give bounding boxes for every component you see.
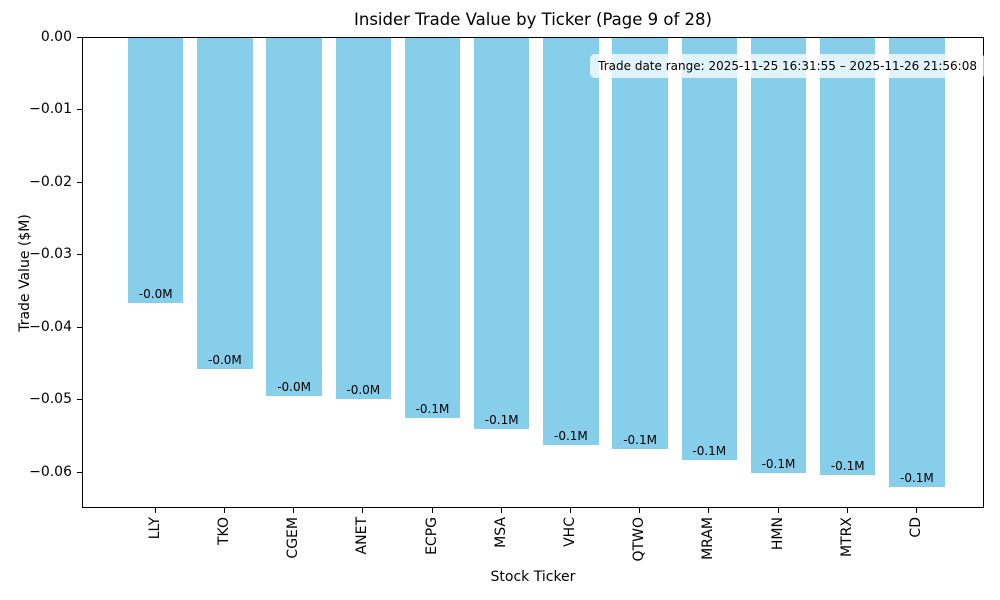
y-axis-tick-mark bbox=[77, 471, 82, 473]
x-axis-tick-mark bbox=[154, 508, 156, 513]
bar: -0.1M bbox=[404, 38, 461, 419]
y-axis-tick-label: −0.01 bbox=[29, 101, 72, 118]
x-axis-tick-mark bbox=[431, 508, 433, 513]
x-axis-tick-mark bbox=[708, 508, 710, 513]
x-axis-tick-label: MTRX bbox=[838, 517, 855, 557]
x-axis-tick-mark bbox=[915, 508, 917, 513]
bar-value-label: -0.1M bbox=[623, 432, 657, 447]
bar-value-label: -0.1M bbox=[692, 444, 727, 459]
x-axis-tick-label: ECPG bbox=[423, 517, 440, 555]
bar-value-label: -0.1M bbox=[761, 457, 796, 472]
x-axis-tick-label: CGEM bbox=[285, 517, 302, 559]
x-axis-tick-mark bbox=[500, 508, 502, 513]
x-axis-tick-label: LLY bbox=[146, 517, 163, 540]
bar-value-label: -0.0M bbox=[346, 382, 381, 397]
bar: -0.1M bbox=[820, 38, 876, 475]
bar-value-label: -0.1M bbox=[830, 458, 865, 473]
x-axis-tick-mark bbox=[777, 508, 779, 513]
y-axis-tick-mark bbox=[77, 37, 82, 38]
y-axis-tick-label: 0.00 bbox=[40, 29, 72, 45]
bar-value-label: -0.1M bbox=[553, 429, 588, 444]
x-axis-tick-mark bbox=[639, 508, 641, 513]
trade-date-range-annotation: Trade date range: 2025-11-25 16:31:55 – … bbox=[590, 54, 985, 78]
plot-area: -0.0M -0.0M -0.0M -0.0M -0.1M -0.1M -0.1M -0.1M… bbox=[82, 37, 984, 508]
bar: -0.1M bbox=[750, 38, 807, 474]
x-axis-tick-mark bbox=[223, 508, 225, 513]
x-axis-tick-mark bbox=[846, 508, 848, 513]
y-axis-tick-label: −0.03 bbox=[29, 246, 72, 263]
bar: -0.0M bbox=[128, 38, 184, 304]
bar-value-label: -0.1M bbox=[899, 471, 934, 486]
y-axis-label: Trade Value ($M) bbox=[17, 214, 33, 332]
bar-value-label: -0.0M bbox=[138, 287, 173, 302]
x-axis-tick-label: MRAM bbox=[700, 517, 717, 560]
bar-value-label: -0.1M bbox=[484, 413, 519, 428]
chart-title: Insider Trade Value by Ticker (Page 9 of… bbox=[354, 10, 712, 29]
bar: -0.1M bbox=[681, 38, 737, 461]
x-axis-tick-label: VHC bbox=[561, 517, 578, 547]
x-axis-tick-label: CD bbox=[907, 517, 924, 538]
bar: -0.0M bbox=[266, 38, 322, 396]
bar-value-label: -0.0M bbox=[207, 353, 242, 368]
x-axis-tick-label: QTWO bbox=[631, 517, 648, 562]
y-axis-tick-mark bbox=[77, 399, 82, 401]
y-axis-tick-mark bbox=[77, 254, 82, 256]
x-axis-tick-mark bbox=[293, 508, 295, 513]
y-axis-tick-mark bbox=[77, 109, 82, 111]
x-axis-tick-label: MSA bbox=[492, 517, 509, 548]
bar: -0.1M bbox=[612, 38, 668, 449]
bar: -0.1M bbox=[474, 38, 530, 430]
y-axis-tick-label: −0.02 bbox=[29, 173, 72, 190]
bar: -0.0M bbox=[335, 38, 391, 399]
y-axis-tick-mark bbox=[77, 181, 82, 183]
x-axis-tick-label: TKO bbox=[215, 517, 232, 545]
y-axis-tick-label: −0.06 bbox=[29, 463, 72, 480]
x-axis-tick-mark bbox=[569, 508, 571, 513]
bar: -0.1M bbox=[889, 38, 945, 488]
bar: -0.0M bbox=[197, 38, 253, 370]
y-axis-tick-mark bbox=[77, 326, 82, 328]
x-axis-tick-label: ANET bbox=[354, 517, 371, 555]
bar: -0.1M bbox=[543, 38, 599, 446]
y-axis-tick-label: −0.05 bbox=[29, 391, 72, 408]
bar-value-label: -0.0M bbox=[277, 379, 311, 394]
bar-value-label: -0.1M bbox=[415, 402, 450, 417]
x-axis-tick-mark bbox=[362, 508, 364, 513]
x-axis-label: Stock Ticker bbox=[490, 569, 576, 585]
x-axis-tick-label: HMN bbox=[769, 517, 786, 551]
y-axis-tick-label: −0.04 bbox=[29, 318, 72, 335]
